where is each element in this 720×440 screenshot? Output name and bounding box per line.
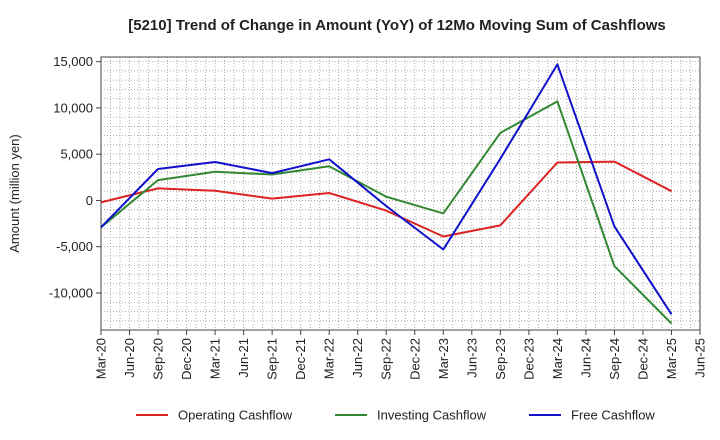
x-tick-label: Sep-23 (493, 338, 508, 380)
legend-label-free-cashflow: Free Cashflow (571, 408, 655, 423)
legend-label-operating-cashflow: Operating Cashflow (178, 408, 293, 423)
y-axis-ticks: 15,000 10,000 5,000 0 -5,000 -10,000 (49, 54, 101, 300)
x-tick-label: Jun-20 (122, 338, 137, 378)
legend: Operating Cashflow Investing Cashflow Free… (136, 408, 655, 423)
x-tick-label: Dec-22 (407, 338, 422, 380)
y-tick-label: 5,000 (60, 147, 93, 162)
y-tick-label: -5,000 (56, 239, 93, 254)
x-tick-label: Mar-20 (94, 338, 109, 379)
x-axis-ticks: Mar-20 Jun-20 Sep-20 Dec-20 Mar-21 Jun-21 Sep-… (94, 330, 708, 380)
x-tick-label: Sep-20 (151, 338, 166, 380)
y-tick-label: 10,000 (53, 100, 93, 115)
series-lines (100, 63, 673, 325)
x-tick-label: Jun-23 (464, 338, 479, 378)
x-tick-label: Mar-24 (550, 338, 565, 379)
x-tick-label: Mar-25 (664, 338, 679, 379)
x-tick-label: Jun-21 (236, 338, 251, 378)
x-tick-label: Jun-25 (693, 338, 708, 378)
x-tick-label: Mar-21 (208, 338, 223, 379)
y-tick-label: 15,000 (53, 54, 93, 69)
plot-frame (100, 56, 701, 331)
x-tick-label: Dec-24 (635, 338, 650, 380)
y-axis-label: Amount (million yen) (7, 134, 22, 253)
y-tick-label: -10,000 (49, 285, 93, 300)
legend-label-investing-cashflow: Investing Cashflow (377, 408, 487, 423)
investing-cashflow-line (100, 100, 673, 325)
x-tick-label: Mar-22 (322, 338, 337, 379)
x-tick-label: Mar-23 (436, 338, 451, 379)
x-tick-label: Dec-23 (521, 338, 536, 380)
x-tick-label: Dec-20 (179, 338, 194, 380)
grid-lines (101, 57, 700, 330)
y-tick-label: 0 (86, 193, 93, 208)
x-tick-label: Sep-21 (265, 338, 280, 380)
x-tick-label: Jun-24 (578, 338, 593, 378)
chart-title: [5210] Trend of Change in Amount (YoY) o… (128, 17, 666, 34)
x-tick-label: Jun-22 (350, 338, 365, 378)
x-tick-label: Sep-24 (607, 338, 622, 380)
x-tick-label: Sep-22 (379, 338, 394, 380)
operating-cashflow-line (100, 160, 672, 238)
free-cashflow-line (100, 63, 673, 315)
x-tick-label: Dec-21 (293, 338, 308, 380)
